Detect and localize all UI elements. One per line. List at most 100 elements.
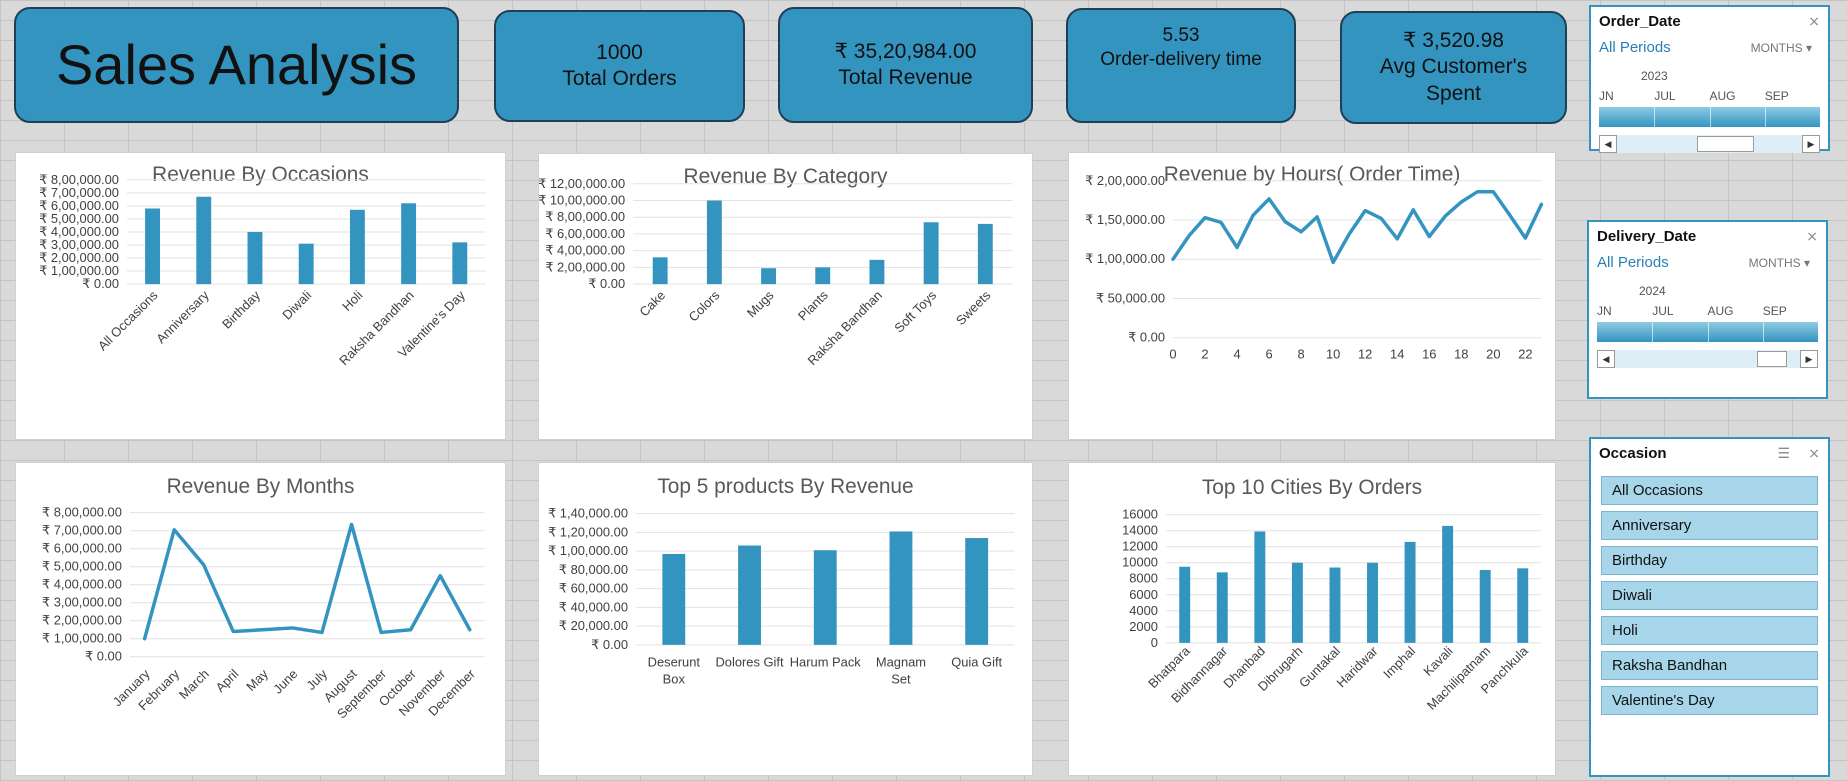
x-tick-label: Sweets [953,288,994,329]
y-tick-label: ₹ 3,00,000.00 [42,595,122,610]
y-tick-label: ₹ 0.00 [1128,330,1165,345]
y-tick-label: 16000 [1122,507,1158,522]
scroll-left-icon[interactable]: ◀ [1597,350,1615,368]
x-tick-label: 20 [1486,347,1500,362]
kpi-label: Order-delivery time [1100,48,1262,70]
x-tick-label: Colors [685,288,722,325]
scroll-right-icon[interactable]: ▶ [1802,135,1820,153]
x-tick-label: Diwali [279,288,314,323]
scroll-right-icon[interactable]: ▶ [1800,350,1818,368]
multi-select-icon[interactable]: ☰ [1777,445,1790,461]
timeline-selection-band[interactable] [1599,107,1820,127]
y-tick-label: ₹ 0.00 [591,637,628,652]
scroll-left-icon[interactable]: ◀ [1599,135,1617,153]
filter-clear-icon[interactable]: ⨯ [1808,13,1820,29]
time-level-value: MONTHS [1748,256,1801,270]
chart-title: Top 5 products By Revenue [657,475,913,498]
slicer-item-birthday[interactable]: Birthday [1601,546,1818,575]
y-tick-label: 0 [1151,635,1158,650]
kpi-value: ₹ 35,20,984.00 [834,39,977,63]
y-tick-label: ₹ 2,00,000.00 [42,613,122,628]
time-level-dropdown[interactable]: MONTHS ▾ [1751,41,1812,55]
x-tick-label: Cake [636,288,668,320]
bar [977,223,993,285]
timeline-selection-band[interactable] [1597,322,1818,342]
x-tick-label: May [243,666,271,694]
slicer-item-anniversary[interactable]: Anniversary [1601,511,1818,540]
y-tick-label: 12000 [1122,539,1158,554]
timeline-scrollbar[interactable]: ◀ ▶ [1597,350,1818,368]
y-tick-label: ₹ 2,00,000.00 [1085,173,1165,188]
chart-top-products: Top 5 products By Revenue ₹ 0.00 ₹ 20,000.… [538,462,1033,776]
bar [247,231,263,285]
x-tick-label: Mugs [744,288,777,321]
month-label: JN [1599,89,1614,103]
y-tick-label: 6000 [1129,587,1158,602]
timeline-scrollbar[interactable]: ◀ ▶ [1599,135,1820,153]
y-tick-label: ₹ 8,00,000.00 [42,505,122,520]
time-level-dropdown[interactable]: MONTHS ▾ [1749,256,1810,270]
bar [965,538,989,645]
kpi-label: Avg Customer's Spent [1379,55,1528,105]
chevron-down-icon: ▾ [1803,256,1810,270]
chart-revenue-by-hours: Revenue by Hours( Order Time) ₹ 0.00 ₹ 50,… [1068,152,1556,440]
x-tick-label: 22 [1518,347,1532,362]
slicer-item-holi[interactable]: Holi [1601,616,1818,645]
slicer-item-all-occasions[interactable]: All Occasions [1601,476,1818,505]
x-tick-label: 2 [1201,347,1208,362]
y-tick-label: ₹ 1,20,000.00 [548,524,628,539]
kpi-avg-spent: ₹ 3,520.98 Avg Customer's Spent [1340,11,1567,124]
bar [1254,531,1266,643]
scroll-thumb[interactable] [1697,136,1754,152]
chart-svg: Revenue By Occasions₹ 0.00₹ 1,00,000.00₹… [39,163,486,368]
slicer-item-diwali[interactable]: Diwali [1601,581,1818,610]
x-tick-label: 18 [1454,347,1468,362]
x-tick-label: Dolores Gift [715,655,784,670]
kpi-delivery-time: 5.53 Order-delivery time [1066,8,1296,123]
chart-revenue-by-occasions: Revenue By Occasions ₹ 0.00 ₹ 1,00,000.00 ₹… [15,152,506,440]
y-tick-label: ₹ 3,00,000.00 [39,237,119,252]
kpi-value: 1000 [596,40,643,64]
kpi-label: Total Orders [562,67,677,90]
x-tick-label: 4 [1233,347,1240,362]
slicer-item-valentines-day[interactable]: Valentine's Day [1601,686,1818,715]
scroll-thumb[interactable] [1757,351,1787,367]
chart-svg: Revenue by Hours( Order Time) ₹ 0.00 ₹ 50,… [1085,163,1544,362]
bar [1291,562,1303,643]
y-tick-label: ₹ 6,00,000.00 [42,541,122,556]
x-tick-label: 6 [1265,347,1272,362]
y-tick-label: ₹ 0.00 [82,276,119,291]
slicer-item-raksha-bandhan[interactable]: Raksha Bandhan [1601,651,1818,680]
y-tick-label: ₹ 1,00,000.00 [548,543,628,558]
filter-clear-icon[interactable]: ⨯ [1806,228,1818,244]
order-date-timeline-slicer[interactable]: Order_Date ⨯ All Periods MONTHS ▾ 2023 J… [1589,5,1830,153]
y-tick-label: 14000 [1122,523,1158,538]
x-tick-label: Anniversary [153,287,212,346]
bar [349,209,365,285]
chart-revenue-by-category: Revenue By Category ₹ 0.00 ₹ 2,00,000.00 ₹ … [538,153,1033,440]
y-tick-label: ₹ 1,00,000.00 [39,263,119,278]
y-tick-label: ₹ 2,00,000.00 [39,250,119,265]
chart-title: Revenue by Hours( Order Time) [1164,163,1461,186]
x-tick-label: Deserunt Box [648,655,701,687]
year-label: 2024 [1639,284,1666,298]
y-tick-label: ₹ 80,000.00 [559,562,628,577]
month-label: JUL [1654,89,1676,103]
bar [452,242,468,285]
occasion-slicer[interactable]: Occasion ☰ ⨯ All Occasions Anniversary B… [1589,437,1830,777]
filter-clear-icon[interactable]: ⨯ [1808,445,1820,461]
y-tick-label: ₹ 5,00,000.00 [39,211,119,226]
month-label: SEP [1764,89,1789,103]
series-line [142,522,472,641]
y-tick-label: ₹ 2,00,000.00 [545,259,625,274]
bar [662,553,686,645]
x-tick-label: 10 [1326,347,1340,362]
bar [1179,566,1191,643]
y-tick-label: ₹ 6,00,000.00 [39,198,119,213]
month-labels: JN JUL AUG SEP [1599,89,1820,103]
month-labels: JN JUL AUG SEP [1597,304,1818,318]
bar [889,531,913,645]
delivery-date-timeline-slicer[interactable]: Delivery_Date ⨯ All Periods MONTHS ▾ 202… [1587,220,1828,399]
x-tick-label: 0 [1169,347,1176,362]
y-tick-label: ₹ 60,000.00 [559,581,628,596]
